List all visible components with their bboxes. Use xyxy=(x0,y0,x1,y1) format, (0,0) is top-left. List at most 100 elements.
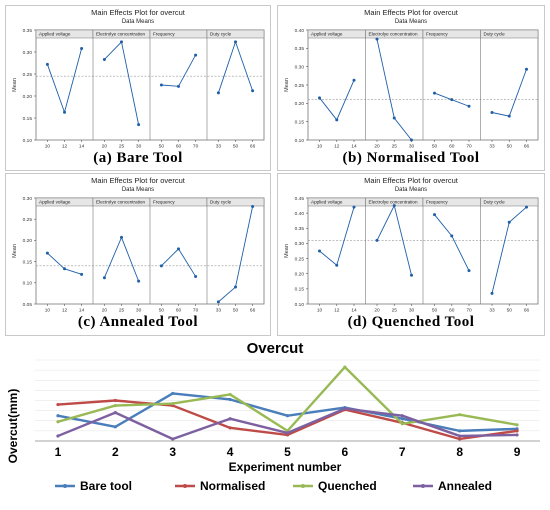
x-tick-label: 10 xyxy=(45,144,51,150)
effect-point xyxy=(507,220,511,224)
x-tick-label: 20 xyxy=(102,144,108,150)
y-tick-label: 0.35 xyxy=(295,46,305,52)
x-tick-label: 50 xyxy=(233,144,239,150)
x-tick-label: 25 xyxy=(392,308,398,314)
x-tick-label: 14 xyxy=(351,308,357,314)
x-tick-label: 60 xyxy=(449,144,455,150)
effect-point xyxy=(159,264,163,268)
facet-label-applied-voltage: Applied voltage xyxy=(311,32,343,37)
x-tick-label: 30 xyxy=(136,144,142,150)
series-point-bare-tool xyxy=(400,417,404,421)
effect-point xyxy=(194,53,198,57)
panel-title: Main Effects Plot for overcut xyxy=(91,176,186,185)
x-tick-label: 6 xyxy=(342,445,349,459)
facet-label-electrolye-concentration: Electrolye concentration xyxy=(369,32,418,37)
facet-label-frequency: Frequency xyxy=(153,32,175,37)
main-effects-chart-annealed: Main Effects Plot for overcut Data Means 0… xyxy=(12,176,265,314)
x-tick-label: 66 xyxy=(524,308,530,314)
effect-point xyxy=(433,91,436,95)
y-tick-label: 0.15 xyxy=(23,259,33,265)
y-tick-label: 0.15 xyxy=(295,119,305,125)
x-tick-label: 66 xyxy=(250,144,256,150)
series-point-quenched xyxy=(113,403,117,408)
caption-quenched-tool: (d) Quenched Tool xyxy=(347,314,475,330)
legend-label-bare-tool: Bare tool xyxy=(80,479,132,493)
panel-subtitle: Data Means xyxy=(395,19,427,25)
caption-bare-tool: (a) Bare Tool xyxy=(93,150,183,166)
x-tick-label: 3 xyxy=(169,445,176,459)
effect-point xyxy=(467,269,471,273)
y-tick-label: 0.45 xyxy=(295,196,305,202)
x-tick-label: 50 xyxy=(233,308,239,314)
series-point-annealed xyxy=(113,411,117,415)
main-effects-panel-quenched: Main Effects Plot for overcut Data Means 0… xyxy=(277,173,545,336)
y-tick-label: 0.15 xyxy=(23,116,33,122)
x-tick-label: 60 xyxy=(449,308,455,314)
series-point-normalised xyxy=(228,426,232,430)
panel-title: Main Effects Plot for overcut xyxy=(364,176,459,185)
x-tick-label: 12 xyxy=(334,308,340,314)
effect-point xyxy=(525,67,528,71)
series-point-annealed xyxy=(400,414,404,418)
effect-point xyxy=(375,238,379,242)
x-tick-label: 20 xyxy=(102,308,108,314)
x-tick-label: 14 xyxy=(79,308,85,314)
effect-point xyxy=(251,204,255,208)
facet-label-duty-cycle: Duty cycle xyxy=(484,200,506,205)
x-tick-label: 25 xyxy=(119,144,125,150)
x-tick-label: 70 xyxy=(466,144,472,150)
effect-point xyxy=(63,267,66,271)
y-tick-label: 0.25 xyxy=(295,256,305,262)
y-tick-label: 0.10 xyxy=(23,281,33,287)
x-tick-label: 66 xyxy=(250,308,256,314)
effect-point xyxy=(318,96,321,100)
facet-label-applied-voltage: Applied voltage xyxy=(39,32,71,37)
effect-point xyxy=(335,118,339,122)
series-point-bare-tool xyxy=(228,397,232,402)
main-effects-panel-bare: Main Effects Plot for overcut Data Means 0… xyxy=(5,5,271,171)
x-tick-label: 1 xyxy=(55,445,62,459)
effect-point xyxy=(120,235,123,239)
x-tick-label: 60 xyxy=(176,144,182,150)
legend-label-normalised: Normalised xyxy=(200,479,265,493)
series-point-quenched xyxy=(228,392,232,397)
x-tick-label: 50 xyxy=(507,308,513,314)
y-tick-label: 0.30 xyxy=(295,241,305,247)
effect-point xyxy=(450,98,454,102)
facet-header xyxy=(480,197,539,207)
legend-marker-annealed xyxy=(421,484,425,488)
x-tick-label: 20 xyxy=(374,144,380,150)
effect-point xyxy=(392,204,396,208)
effect-point xyxy=(45,251,49,255)
y-tick-label: 0.25 xyxy=(23,217,33,223)
y-tick-label: 0.20 xyxy=(295,101,305,107)
legend-label-annealed: Annealed xyxy=(438,479,492,493)
series-point-normalised xyxy=(113,398,117,403)
effect-point xyxy=(137,123,141,127)
x-tick-label: 33 xyxy=(489,308,495,314)
x-tick-label: 30 xyxy=(409,308,415,314)
series-point-annealed xyxy=(171,437,175,441)
series-point-annealed xyxy=(56,434,60,438)
effect-point xyxy=(63,110,66,114)
effect-point xyxy=(137,279,141,283)
effect-point xyxy=(216,300,220,304)
effect-point xyxy=(120,40,123,44)
series-point-bare-tool xyxy=(113,425,117,429)
x-tick-label: 2 xyxy=(112,445,119,459)
x-tick-label: 30 xyxy=(409,144,415,150)
effect-point xyxy=(80,272,84,276)
y-tick-label: 0.20 xyxy=(23,94,33,100)
facet-header xyxy=(206,29,265,39)
series-point-bare-tool xyxy=(56,414,60,418)
panel-subtitle: Data Means xyxy=(395,187,427,193)
facet-label-electrolye-concentration: Electrolye concentration xyxy=(96,32,145,37)
y-tick-label: 0.10 xyxy=(295,138,305,144)
y-tick-label: 0.40 xyxy=(295,28,305,34)
main-effects-chart-normalised: Main Effects Plot for overcut Data Means 0… xyxy=(284,8,539,150)
facet-label-frequency: Frequency xyxy=(426,200,448,205)
x-tick-label: 14 xyxy=(79,144,85,150)
x-tick-label: 25 xyxy=(119,308,125,314)
effect-point xyxy=(392,116,396,120)
x-tick-label: 70 xyxy=(466,308,472,314)
